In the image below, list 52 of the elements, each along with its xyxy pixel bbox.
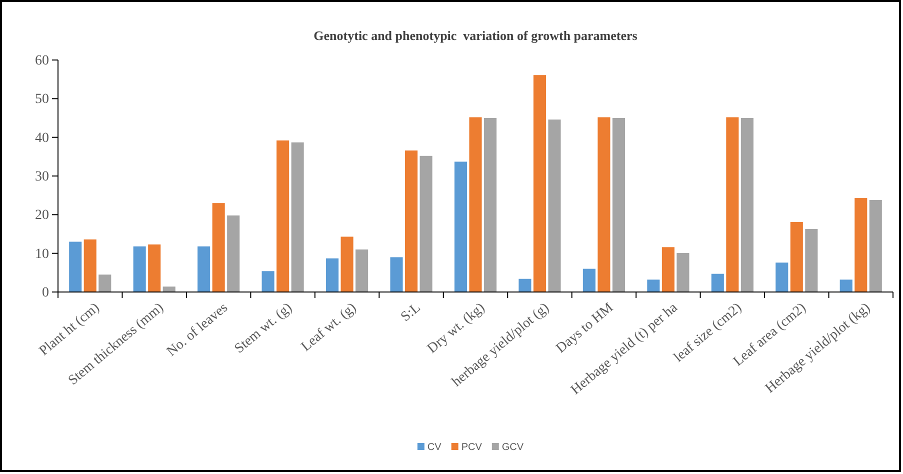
bar bbox=[98, 274, 112, 292]
bar bbox=[390, 257, 403, 292]
y-tick-label: 20 bbox=[35, 208, 49, 224]
bar bbox=[340, 236, 354, 292]
bar bbox=[582, 268, 596, 292]
bar bbox=[469, 117, 482, 292]
bar bbox=[356, 249, 368, 292]
bar bbox=[326, 258, 339, 292]
bar bbox=[598, 117, 610, 292]
bar bbox=[198, 246, 210, 292]
legend-label: PCV bbox=[461, 442, 482, 453]
bar bbox=[726, 117, 739, 292]
bar bbox=[869, 200, 882, 292]
bar bbox=[776, 262, 788, 292]
bar bbox=[212, 203, 225, 292]
bar bbox=[711, 274, 724, 292]
bar bbox=[133, 246, 146, 292]
bar bbox=[518, 278, 532, 292]
y-tick-label: 50 bbox=[35, 92, 49, 108]
bar bbox=[454, 162, 468, 292]
bar bbox=[484, 118, 497, 292]
bar bbox=[533, 75, 546, 292]
legend-label: CV bbox=[427, 442, 442, 453]
y-tick-label: 10 bbox=[35, 246, 49, 262]
bar bbox=[420, 156, 432, 292]
legend-label: GCV bbox=[502, 442, 524, 453]
y-tick-label: 60 bbox=[35, 53, 49, 68]
bar bbox=[69, 242, 82, 292]
bar bbox=[662, 247, 674, 292]
bar bbox=[276, 140, 290, 292]
bar bbox=[404, 150, 418, 292]
bar bbox=[676, 252, 690, 292]
bar bbox=[548, 120, 561, 292]
y-tick-label: 0 bbox=[42, 285, 49, 300]
bar bbox=[854, 198, 868, 292]
bar bbox=[291, 142, 304, 292]
bar bbox=[84, 239, 96, 292]
bar bbox=[612, 118, 626, 292]
x-tick-label: Stem wt. (g) bbox=[232, 300, 296, 357]
bar bbox=[647, 280, 660, 292]
y-tick-label: 40 bbox=[35, 130, 49, 146]
bar bbox=[790, 222, 803, 292]
bar bbox=[805, 228, 818, 292]
bar bbox=[840, 280, 852, 292]
bar bbox=[227, 215, 240, 292]
bar bbox=[262, 271, 274, 292]
chart-title: Genotytic and phenotypic variation of growth parameters bbox=[314, 28, 638, 43]
bar bbox=[740, 118, 754, 292]
bar bbox=[148, 244, 161, 292]
y-tick-label: 30 bbox=[35, 169, 49, 184]
x-tick-label: S:L bbox=[398, 300, 424, 325]
bar bbox=[162, 286, 176, 292]
